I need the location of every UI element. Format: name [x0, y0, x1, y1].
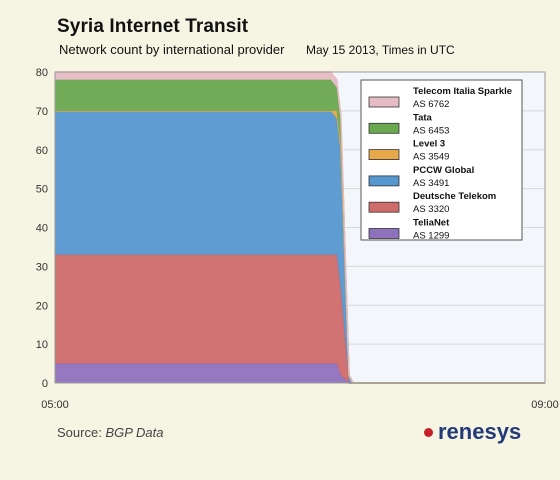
area-tata — [55, 79, 545, 384]
legend-name: Tata — [413, 112, 433, 123]
y-tick-label: 0 — [42, 378, 48, 390]
legend-swatch — [368, 96, 400, 108]
legend-swatch — [368, 228, 400, 239]
legend-name: Telecom Italia Sparkle — [413, 86, 512, 97]
legend-name: PCCW Global — [413, 165, 474, 176]
y-tick-label: 20 — [36, 300, 48, 312]
source-note: Source: BGP Data — [57, 425, 163, 440]
legend-name: TeliaNet — [413, 218, 450, 229]
legend-as: AS 3491 — [413, 178, 449, 189]
y-tick-label: 30 — [36, 261, 48, 273]
y-tick-label: 80 — [36, 67, 48, 79]
legend-swatch — [368, 122, 400, 134]
x-tick-label: 05:00 — [41, 399, 69, 411]
chart-date: May 15 2013, Times in UTC — [306, 43, 455, 57]
area-telianet — [55, 363, 545, 383]
logo-text: renesys — [438, 419, 522, 444]
legend-swatch — [368, 175, 400, 187]
source-prefix: Source: — [57, 425, 102, 440]
y-tick-label: 70 — [36, 106, 48, 118]
x-tick-label: 09:00 — [531, 399, 559, 411]
legend-swatch — [368, 149, 400, 161]
renesys-logo: renesys — [424, 419, 521, 445]
y-tick-label: 60 — [36, 145, 48, 157]
legend-swatch — [368, 201, 400, 213]
y-tick-label: 10 — [36, 339, 48, 351]
legend-as: AS 6453 — [413, 125, 449, 136]
chart-subtitle: Network count by international provider — [59, 42, 285, 57]
y-tick-label: 50 — [36, 184, 48, 196]
legend-name: Deutsche Telekom — [413, 191, 496, 202]
legend-as: AS 3549 — [413, 152, 449, 163]
area-deutsche-telekom — [55, 254, 545, 383]
source-name: BGP Data — [105, 425, 164, 440]
legend-as: AS 6762 — [413, 99, 449, 110]
y-tick-label: 40 — [36, 223, 48, 235]
legend-as: AS 3320 — [413, 204, 449, 215]
logo-dot-icon — [424, 427, 433, 437]
legend-as: AS 1299 — [413, 231, 449, 242]
legend-name: Level 3 — [413, 139, 445, 150]
chart-title: Syria Internet Transit — [57, 16, 249, 37]
area-pccw-global — [55, 110, 545, 383]
plot-frame — [54, 71, 546, 384]
